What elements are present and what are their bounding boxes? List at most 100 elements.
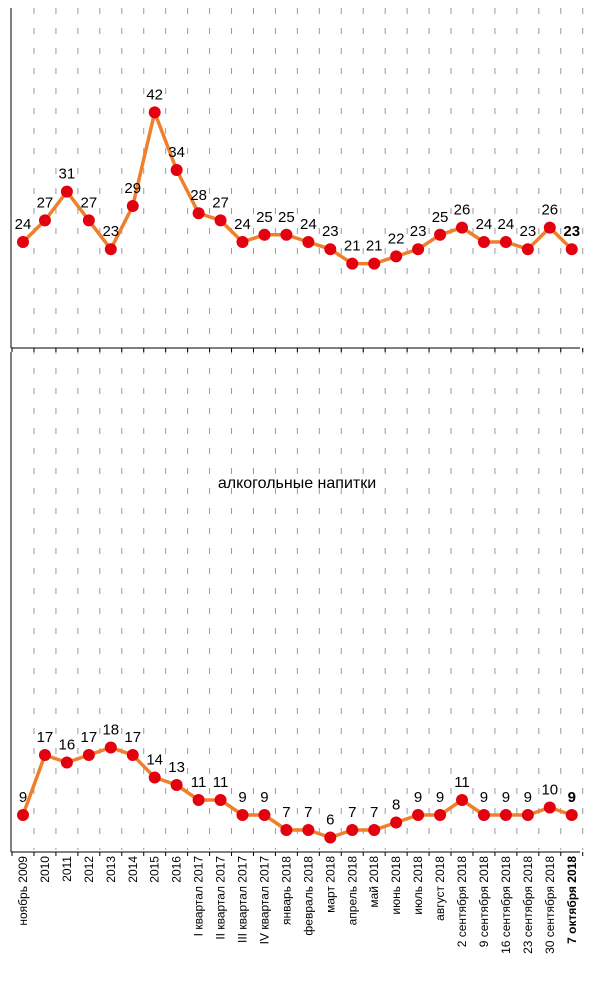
x-tick-label: январь 2018 (279, 856, 293, 925)
data-label: 24 (15, 216, 32, 233)
data-label: 25 (278, 209, 295, 226)
data-point (104, 243, 117, 256)
data-label: 16 (59, 737, 76, 754)
x-tick-label: август 2018 (433, 856, 447, 921)
data-label: 9 (568, 789, 576, 806)
data-label: 31 (59, 166, 76, 183)
data-point (60, 756, 73, 769)
data-point (148, 771, 161, 784)
x-tick-label: июль 2018 (411, 856, 425, 915)
x-tick-label: 23 сентября 2018 (521, 856, 535, 954)
data-point (368, 824, 381, 836)
data-point (214, 214, 227, 227)
data-point (565, 243, 578, 256)
data-point (170, 164, 183, 176)
x-tick-label: I квартал 2017 (192, 856, 206, 937)
data-label: 24 (476, 216, 493, 233)
data-point (170, 779, 183, 791)
data-label: 26 (454, 202, 471, 219)
data-label: 10 (541, 782, 558, 799)
data-point (17, 809, 29, 821)
data-point (104, 741, 117, 754)
data-label: 9 (480, 789, 488, 806)
data-label: 21 (366, 238, 383, 255)
data-point (543, 801, 556, 814)
data-point (38, 749, 51, 761)
data-point (236, 809, 249, 821)
data-label: 17 (81, 729, 98, 746)
data-label: 11 (191, 774, 207, 791)
data-label: 21 (344, 238, 361, 255)
x-tick-label: ноябрь 2009 (16, 856, 30, 926)
data-point (368, 257, 381, 270)
data-point (456, 221, 468, 234)
data-label: 24 (300, 216, 317, 233)
axes (10, 8, 584, 856)
data-point (192, 207, 205, 220)
data-point (126, 200, 139, 212)
data-label: 24 (498, 216, 515, 233)
data-point (192, 794, 205, 806)
data-point (412, 243, 425, 256)
data-label: 7 (304, 804, 312, 821)
data-label: 9 (524, 789, 532, 806)
data-label: 23 (322, 223, 339, 240)
data-label: 23 (563, 223, 580, 240)
data-point (302, 236, 315, 248)
data-point (280, 824, 293, 836)
x-tick-label: июнь 2018 (389, 856, 403, 915)
data-point (346, 824, 359, 836)
data-point (543, 221, 556, 234)
data-point (456, 794, 468, 806)
data-label: 22 (388, 230, 405, 247)
data-point (236, 236, 249, 248)
data-label: 23 (102, 223, 119, 240)
data-point (126, 749, 139, 761)
data-point (390, 250, 403, 263)
data-label: 9 (260, 789, 268, 806)
data-label: 9 (436, 789, 444, 806)
x-tick-label: февраль 2018 (301, 856, 315, 936)
x-tick-label: 2011 (60, 856, 74, 882)
data-label: 17 (124, 729, 141, 746)
x-tick-label: 16 сентября 2018 (499, 856, 513, 954)
data-point (390, 816, 403, 829)
data-label: 17 (37, 729, 54, 746)
data-label: 11 (454, 774, 470, 791)
x-tick-label: май 2018 (367, 856, 381, 908)
data-point (565, 809, 578, 821)
data-point (60, 185, 73, 198)
data-point (412, 809, 425, 821)
x-tick-label: 2015 (148, 856, 162, 883)
data-label: 9 (414, 789, 422, 806)
data-label: 9 (502, 789, 510, 806)
data-point (434, 228, 447, 241)
data-label: 8 (392, 797, 400, 814)
x-tick-label: II квартал 2017 (214, 856, 228, 940)
x-tick-label: апрель 2018 (345, 856, 359, 926)
data-label: 7 (282, 804, 290, 821)
series-layer (17, 106, 578, 844)
data-point (82, 214, 95, 227)
data-point (280, 228, 293, 241)
data-label: 18 (102, 722, 119, 739)
data-label: 9 (238, 789, 246, 806)
data-point (521, 243, 534, 256)
data-point (324, 831, 337, 844)
data-label: 27 (81, 194, 98, 211)
data-label: 27 (212, 194, 229, 211)
x-tick-labels: ноябрь 2009 2010 2011 2012 2013 2014 2015 2016 I… (16, 856, 579, 954)
data-label: 34 (168, 144, 185, 161)
data-label: 25 (256, 209, 273, 226)
data-label: 14 (146, 752, 163, 769)
gridlines (33, 8, 584, 850)
data-point (346, 257, 359, 270)
x-tick-label: 2016 (170, 856, 184, 883)
data-label: 7 (370, 804, 378, 821)
data-label: 26 (541, 202, 558, 219)
data-label: 23 (520, 223, 537, 240)
data-label: 9 (19, 789, 27, 806)
x-tick-label: IV квартал 2017 (257, 856, 271, 945)
